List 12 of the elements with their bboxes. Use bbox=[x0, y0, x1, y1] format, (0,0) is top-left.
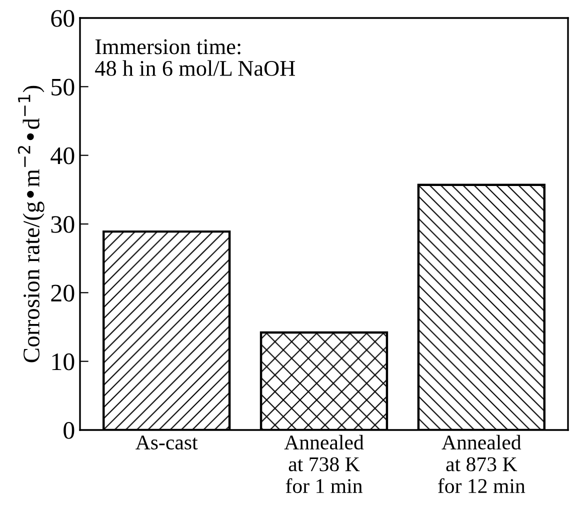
y-tick-label: 40 bbox=[50, 147, 74, 164]
y-tick-label: 20 bbox=[51, 284, 74, 302]
x-tick-label: Annealed at 873 K for 12 min bbox=[438, 434, 526, 494]
y-tick-label: 50 bbox=[52, 78, 74, 96]
x-tick-label: As-cast bbox=[136, 436, 198, 450]
annotation: Immersion time: 48 h in 6 mol/L NaOH bbox=[95, 39, 295, 76]
y-tick-label: 60 bbox=[51, 10, 74, 27]
y-tick-label: 10 bbox=[52, 353, 74, 370]
x-tick-label: Annealed at 738 K for 1 min bbox=[284, 434, 364, 494]
y-tick-label: 30 bbox=[51, 216, 74, 233]
y-tick-label: 0 bbox=[64, 422, 74, 439]
y-axis-title: Corrosion rate/(g•m$^{−2}$•d$^{−1}$) bbox=[18, 86, 44, 362]
